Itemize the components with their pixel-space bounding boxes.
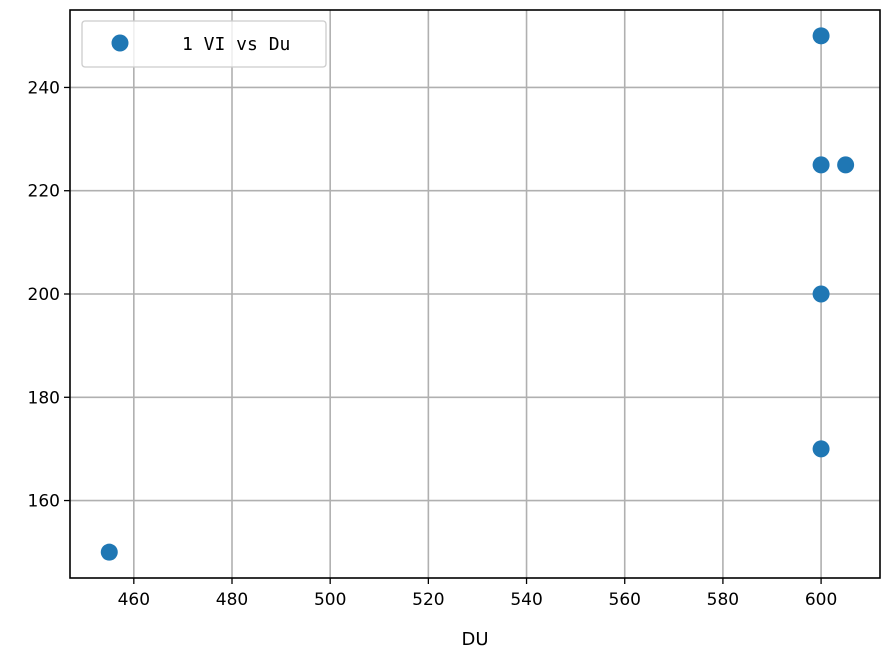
x-tick-label: 600 xyxy=(805,590,837,610)
y-tick-label: 200 xyxy=(28,285,60,305)
y-tick-label: 220 xyxy=(28,182,60,202)
x-tick-label: 480 xyxy=(216,590,248,610)
data-point xyxy=(837,156,855,174)
x-tick-label: 540 xyxy=(510,590,542,610)
data-point xyxy=(100,543,118,561)
data-point xyxy=(812,156,830,174)
data-points xyxy=(100,27,855,561)
y-tick-label: 180 xyxy=(28,388,60,408)
axis-ticks: 460 480 500 520 540 560 580 600 160 180 200 220 240 xyxy=(28,78,838,610)
x-axis-label: DU xyxy=(461,629,488,650)
y-tick-label: 160 xyxy=(28,492,60,512)
x-tick-label: 580 xyxy=(707,590,739,610)
y-tick-label: 240 xyxy=(28,78,60,98)
legend-label: 1 VI vs Du xyxy=(182,34,290,55)
x-tick-label: 520 xyxy=(412,590,444,610)
legend-marker xyxy=(111,34,129,52)
plot-area-frame xyxy=(69,9,881,579)
grid xyxy=(70,10,880,578)
legend: 1 VI vs Du xyxy=(81,20,327,68)
x-tick-label: 500 xyxy=(314,590,346,610)
data-point xyxy=(812,440,830,458)
x-tick-label: 560 xyxy=(609,590,641,610)
legend-box xyxy=(81,20,327,68)
data-point xyxy=(812,27,830,45)
data-point xyxy=(812,285,830,303)
x-tick-label: 460 xyxy=(118,590,150,610)
